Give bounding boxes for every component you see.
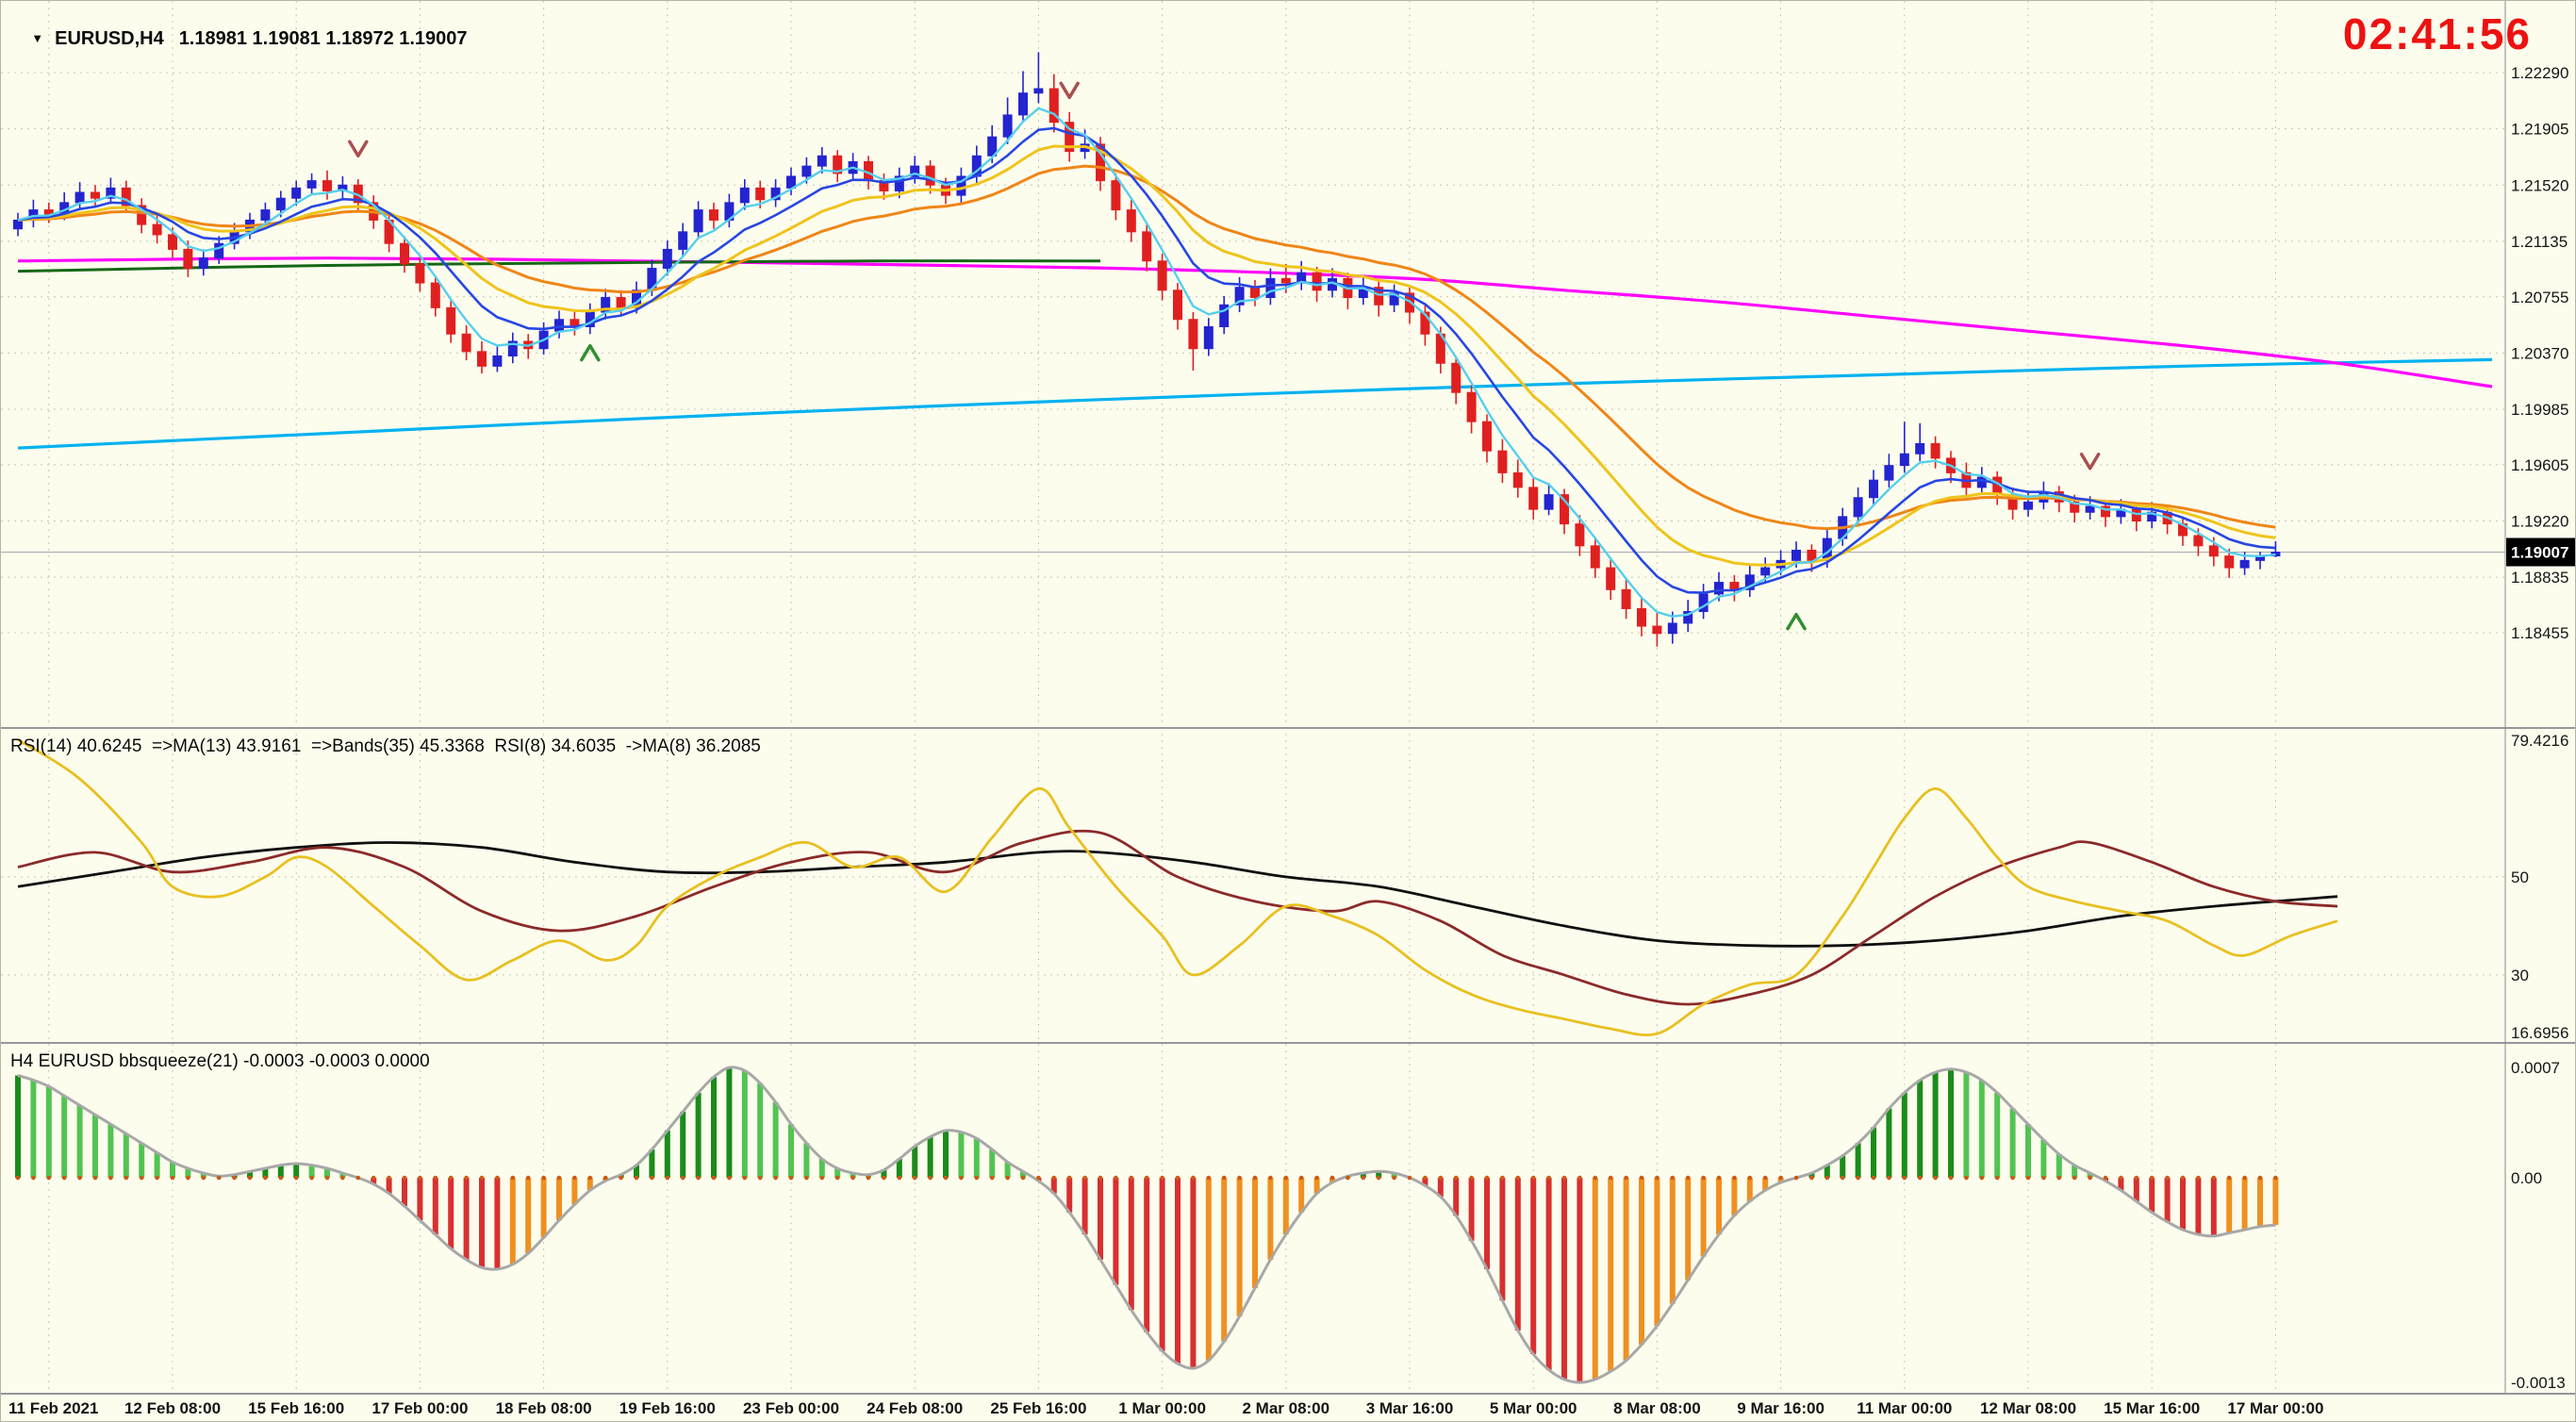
time-tick-label: 19 Feb 16:00 xyxy=(619,1399,716,1417)
time-tick-label: 8 Mar 08:00 xyxy=(1613,1399,1701,1417)
time-tick-label: 24 Feb 08:00 xyxy=(867,1399,963,1417)
chart-header: ▼ EURUSD,H4 1.18981 1.19081 1.18972 1.1900… xyxy=(10,7,468,72)
rsi-yellow xyxy=(17,738,2338,1037)
time-tick-label: 15 Mar 16:00 xyxy=(2104,1399,2200,1417)
time-tick-label: 5 Mar 00:00 xyxy=(1490,1399,1577,1417)
time-tick-label: 18 Feb 08:00 xyxy=(496,1399,592,1417)
time-tick-label: 15 Feb 16:00 xyxy=(248,1399,344,1417)
price-tick-label: 1.20370 xyxy=(2511,344,2568,362)
time-tick-label: 11 Feb 2021 xyxy=(8,1399,98,1417)
price-tick-label: 1.22290 xyxy=(2511,64,2568,82)
price-tick-label: 1.18455 xyxy=(2511,624,2568,642)
sell-arrow-icon xyxy=(348,140,369,158)
squeeze-tick-label: 0.0007 xyxy=(2511,1059,2560,1077)
rsi-ma-firebrick xyxy=(17,829,2338,1006)
time-tick-label: 12 Mar 08:00 xyxy=(1980,1399,2076,1417)
ohlc-readout: 1.18981 1.19081 1.18972 1.19007 xyxy=(178,28,468,49)
rsi-tick-label: 79.4216 xyxy=(2511,732,2568,750)
time-tick-label: 11 Mar 00:00 xyxy=(1857,1399,1952,1417)
time-tick-label: 3 Mar 16:00 xyxy=(1366,1399,1454,1417)
time-tick-label: 1 Mar 00:00 xyxy=(1118,1399,1206,1417)
panel-separators xyxy=(1,1,2575,1395)
bbsqueeze-indicator-label: H4 EURUSD bbsqueeze(21) -0.0003 -0.0003 … xyxy=(10,1051,430,1071)
price-tick-label: 1.19220 xyxy=(2511,513,2568,531)
squeeze-tick-label: 0.00 xyxy=(2511,1169,2542,1187)
current-price-tag: 1.19007 xyxy=(2506,537,2575,567)
time-tick-label: 17 Mar 00:00 xyxy=(2227,1399,2323,1417)
rsi-indicator-label: RSI(14) 40.6245 =>MA(13) 43.9161 =>Bands… xyxy=(10,736,761,756)
price-axis[interactable]: 1.22290 1.21905 1.21520 1.21135 1.20755 1.203… xyxy=(2511,64,2568,1392)
long-ma-skyblue xyxy=(17,357,2493,450)
grid-layer xyxy=(1,1,2505,1393)
rsi-tick-label: 30 xyxy=(2511,967,2529,984)
price-tick-label: 1.21520 xyxy=(2511,176,2568,194)
market-clock: 02:41:56 xyxy=(2342,9,2532,58)
squeeze-tick-label: -0.0013 xyxy=(2511,1374,2566,1392)
ma-yellow xyxy=(17,144,2276,567)
sell-arrow-icon xyxy=(2079,453,2101,471)
price-tick-label: 1.19985 xyxy=(2511,401,2568,419)
time-tick-label: 25 Feb 16:00 xyxy=(990,1399,1086,1417)
symbol-period-label: EURUSD,H4 xyxy=(55,28,164,49)
ma-blue xyxy=(17,126,2276,594)
price-tick-label: 1.18835 xyxy=(2511,569,2568,587)
time-tick-label: 9 Mar 16:00 xyxy=(1737,1399,1825,1417)
squeeze-histogram-layer xyxy=(15,1066,2279,1384)
price-tick-label: 1.20755 xyxy=(2511,289,2568,306)
buy-arrow-icon xyxy=(1786,612,1807,631)
price-tick-label: 1.19605 xyxy=(2511,456,2568,474)
time-axis[interactable]: 11 Feb 2021 12 Feb 08:00 15 Feb 16:00 17 Fe… xyxy=(8,1399,2323,1417)
squeeze-signal-line xyxy=(17,1066,2276,1384)
rsi-tick-label: 16.6956 xyxy=(2511,1024,2568,1042)
price-tick-label: 1.21135 xyxy=(2511,233,2568,251)
one-click-trading-icon[interactable]: ▼ xyxy=(31,31,44,45)
time-tick-label: 2 Mar 08:00 xyxy=(1242,1399,1329,1417)
rsi-tick-label: 50 xyxy=(2511,868,2529,886)
signals-layer xyxy=(348,81,2101,631)
time-tick-label: 17 Feb 00:00 xyxy=(372,1399,468,1417)
time-tick-label: 12 Feb 08:00 xyxy=(124,1399,221,1417)
rsi-lines-layer xyxy=(17,738,2338,1037)
price-tick-label: 1.21905 xyxy=(2511,121,2568,139)
rsi-bands-black xyxy=(17,841,2338,948)
svg-text:1.19007: 1.19007 xyxy=(2511,544,2568,562)
time-tick-label: 23 Feb 00:00 xyxy=(743,1399,839,1417)
ma-cyan xyxy=(17,107,2276,619)
candles-layer xyxy=(13,52,2281,647)
ma-layer xyxy=(17,107,2276,619)
ma-orange xyxy=(17,164,2276,531)
buy-arrow-icon xyxy=(580,343,601,362)
sell-arrow-icon xyxy=(1059,81,1080,100)
